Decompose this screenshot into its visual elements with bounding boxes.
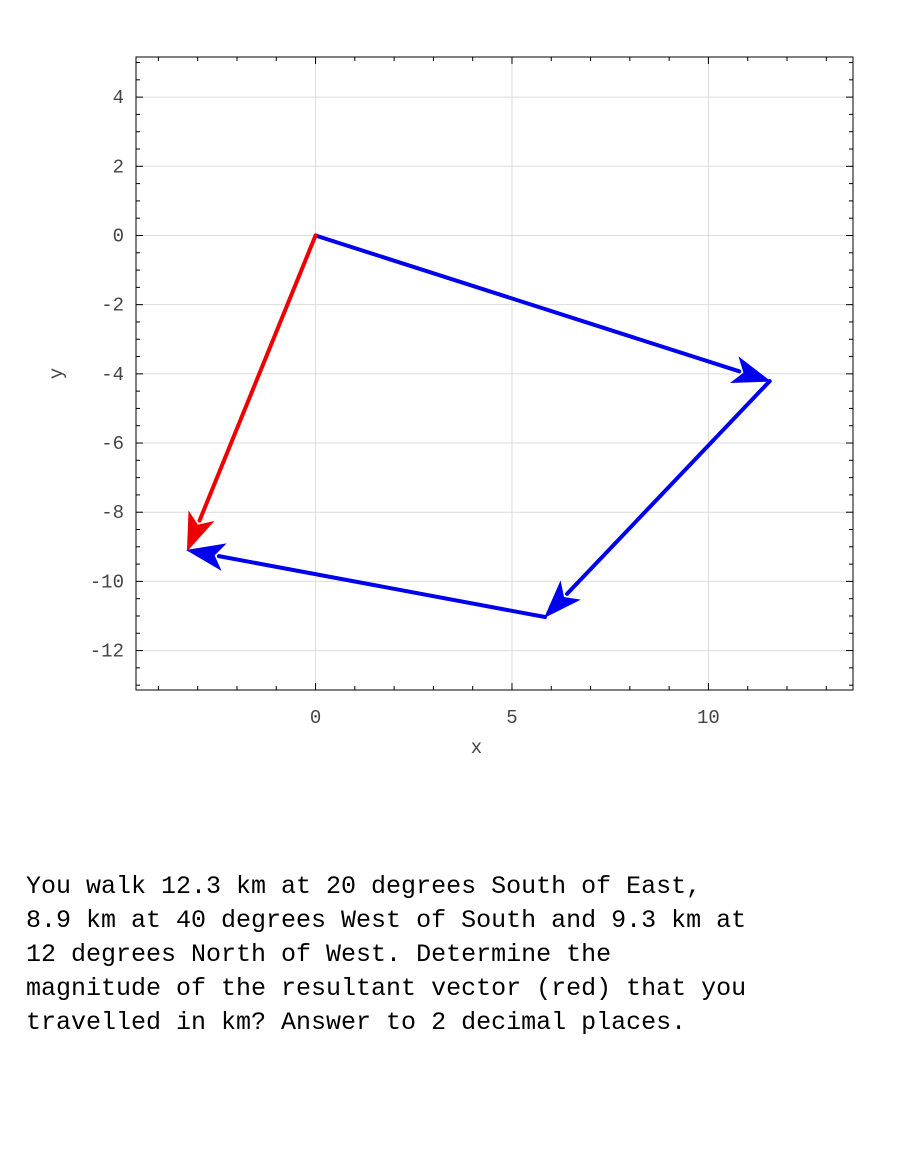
vector-shaft [216, 554, 547, 620]
axis-ticks [136, 57, 853, 690]
y-tick-label: 4 [113, 87, 124, 109]
y-tick-label: -12 [90, 641, 124, 663]
vector-1 [313, 233, 772, 384]
x-tick-label: 5 [506, 707, 517, 729]
vector-shaft [197, 233, 318, 523]
vector-arrowhead [543, 580, 581, 619]
x-tick-label: 0 [310, 707, 321, 729]
grid [136, 57, 853, 690]
y-tick-label: 0 [113, 225, 124, 247]
vector-chart: 0 5 10 4 2 0 -2 -4 -6 -8 -10 -12 x y [46, 56, 854, 759]
y-tick-label: -2 [101, 295, 124, 317]
x-tick-label: 10 [697, 707, 720, 729]
vector-shaft [313, 233, 742, 374]
y-tick-label: 2 [113, 156, 124, 178]
y-tick-label: -10 [90, 571, 124, 593]
y-tick-label: -6 [101, 433, 124, 455]
vector-arrowhead [186, 543, 227, 571]
x-axis-label: x [471, 737, 482, 759]
y-tick-label: -4 [101, 364, 124, 386]
tick-labels: 0 5 10 4 2 0 -2 -4 -6 -8 -10 -12 [90, 87, 720, 729]
vector-arrowhead [729, 356, 772, 384]
vector-4 [186, 233, 318, 552]
y-axis-label: y [46, 368, 68, 379]
vector-arrowhead [186, 510, 215, 552]
vector-3 [186, 543, 547, 620]
problem-statement: You walk 12.3 km at 20 degrees South of … [26, 872, 747, 1037]
vector-2 [543, 379, 772, 619]
vectors [186, 233, 772, 620]
vector-shaft [565, 379, 772, 596]
y-tick-label: -8 [101, 502, 124, 524]
